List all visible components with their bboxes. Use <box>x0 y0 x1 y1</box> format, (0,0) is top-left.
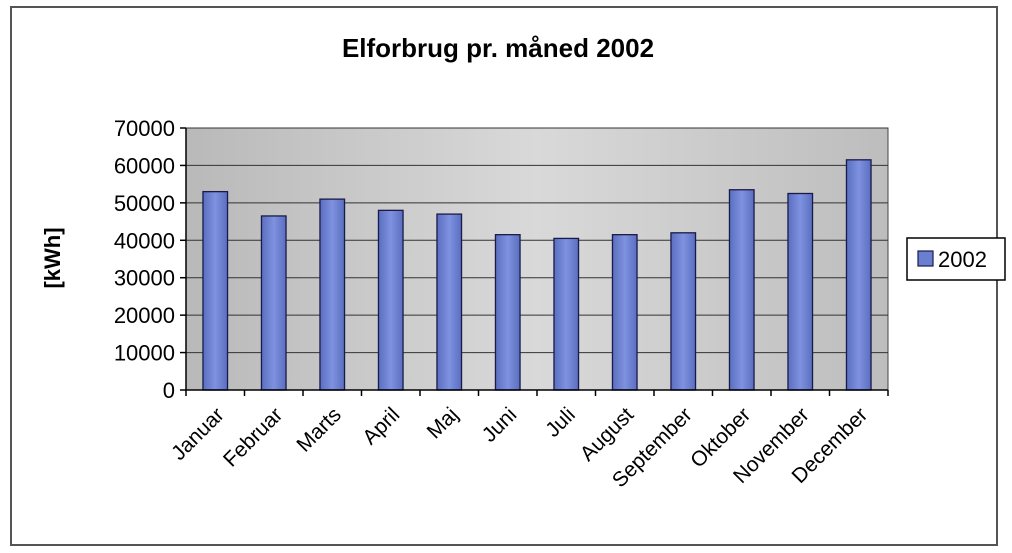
y-axis-ticks: 0 10000 20000 30000 40000 50000 60000 70000 <box>114 116 186 403</box>
bar-december <box>845 159 872 391</box>
bar-januar <box>202 190 229 391</box>
legend-swatch <box>917 250 934 267</box>
y-tick-label: 30000 <box>114 266 175 291</box>
gridlines <box>186 127 888 354</box>
bars <box>202 159 872 391</box>
legend-label: 2002 <box>938 247 987 272</box>
bar-juni <box>494 234 521 391</box>
bar-september <box>670 232 697 391</box>
y-tick-label: 0 <box>163 378 175 403</box>
bar-juli <box>553 237 580 391</box>
y-tick-label: 40000 <box>114 228 175 253</box>
bar-august <box>611 234 638 391</box>
y-tick-label: 50000 <box>114 191 175 216</box>
bar-maj <box>436 213 463 391</box>
bar-februar <box>260 215 287 391</box>
y-tick-label: 60000 <box>114 153 175 178</box>
bar-oktober <box>728 189 755 391</box>
bar-marts <box>319 198 346 391</box>
x-tick-label: Juli <box>541 403 580 442</box>
legend: 2002 <box>906 237 1006 281</box>
chart-title: Elforbrug pr. måned 2002 <box>342 33 654 63</box>
x-tick-label: Juni <box>478 403 522 447</box>
x-tick-label: Marts <box>292 403 345 456</box>
y-tick-label: 70000 <box>114 116 175 141</box>
x-tick-label: April <box>358 403 404 449</box>
plot-area <box>185 127 889 391</box>
y-tick-label: 10000 <box>114 341 175 366</box>
bar-april <box>377 209 404 391</box>
y-axis-label: [kWh] <box>40 227 65 288</box>
x-tick-label: Februar <box>219 403 287 471</box>
bar-november <box>787 192 814 391</box>
x-tick-label: Maj <box>423 403 463 443</box>
y-tick-label: 20000 <box>114 303 175 328</box>
